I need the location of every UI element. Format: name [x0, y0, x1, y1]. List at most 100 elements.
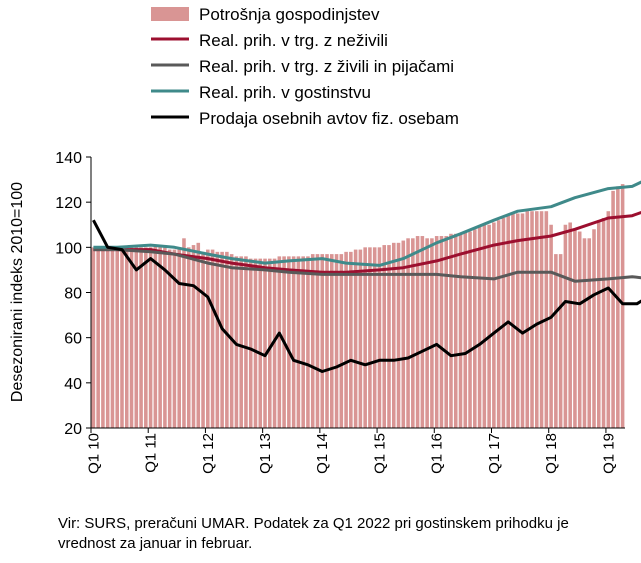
x-tick-label: Q1 17	[486, 433, 503, 474]
bar	[296, 256, 301, 428]
bar	[124, 247, 129, 428]
legend-label: Real. prih. v trg. z živili in pijačami	[199, 57, 454, 76]
bar	[492, 222, 496, 428]
bar	[196, 242, 201, 428]
bar	[444, 236, 448, 428]
bar	[306, 256, 310, 428]
bar	[120, 247, 124, 428]
legend: Potrošnja gospodinjstev Real. prih. v trg…	[151, 5, 459, 128]
bar	[320, 254, 325, 428]
legend-label: Prodaja osebnih avtov fiz. osebam	[199, 109, 459, 128]
series-line-3	[93, 180, 641, 267]
bar	[554, 254, 558, 428]
x-tick-label: Q1 11	[143, 433, 160, 473]
bar	[511, 213, 515, 428]
bar	[172, 249, 177, 428]
bar	[182, 238, 186, 428]
series-line-4	[92, 219, 641, 373]
bar	[372, 247, 377, 428]
x-tick-label: Q1 19	[600, 433, 617, 474]
bar	[105, 247, 110, 428]
bar	[401, 240, 406, 428]
bar	[592, 229, 596, 428]
bar	[115, 247, 120, 428]
bar	[496, 220, 501, 428]
bar	[329, 254, 334, 428]
bar	[568, 222, 572, 428]
bar	[191, 245, 196, 428]
bar	[148, 247, 153, 428]
bar	[363, 247, 367, 428]
series-line-2	[93, 248, 641, 283]
bar	[239, 256, 243, 428]
bar	[134, 247, 139, 428]
bar	[96, 247, 100, 428]
bar	[177, 247, 181, 428]
bar	[91, 247, 96, 428]
bar	[458, 233, 463, 428]
bar	[144, 247, 148, 428]
bar	[263, 258, 267, 429]
bar	[539, 211, 544, 428]
bar	[420, 236, 425, 428]
bar	[439, 236, 444, 428]
bars-household-consumption	[91, 184, 625, 429]
bar	[606, 211, 611, 428]
bar	[291, 256, 296, 428]
bar	[601, 217, 606, 428]
x-tick-label: Q1 10	[85, 433, 102, 474]
bar	[234, 256, 239, 428]
bar	[487, 224, 491, 428]
legend-swatch-bars	[151, 7, 189, 21]
bar	[382, 245, 387, 428]
bar	[287, 256, 291, 428]
bar	[301, 256, 305, 428]
bar	[535, 211, 539, 428]
bar	[353, 249, 358, 428]
y-tick-label: 120	[55, 195, 82, 212]
bar	[248, 258, 253, 429]
bar	[220, 251, 224, 428]
bar	[349, 251, 353, 428]
bar	[139, 247, 143, 428]
x-tick-label: Q1 18	[543, 433, 560, 474]
bar	[573, 229, 577, 428]
bar	[163, 247, 167, 428]
x-tick-label: Q1 16	[429, 433, 446, 474]
x-tick-label: Q1 12	[200, 433, 217, 474]
bar	[563, 224, 568, 428]
bar	[515, 213, 520, 428]
y-tick-label: 40	[64, 376, 82, 393]
bar	[549, 224, 553, 428]
bar	[225, 251, 229, 428]
y-tick-label: 20	[64, 421, 82, 438]
bar	[158, 245, 162, 428]
bar	[344, 251, 348, 428]
bar	[253, 258, 258, 429]
bar	[558, 254, 563, 428]
bar	[482, 224, 487, 428]
bar	[153, 245, 158, 428]
bar	[430, 238, 434, 428]
bar	[415, 236, 420, 428]
bar	[167, 249, 172, 428]
bar	[530, 211, 534, 428]
bar	[101, 247, 105, 428]
bar	[587, 238, 592, 428]
bar	[501, 217, 506, 428]
bar	[368, 247, 372, 428]
bar	[358, 249, 363, 428]
y-axis-label: Desezonirani indeks 2010=100	[9, 182, 26, 402]
axes: 20 40 60 80 100 120 140 Q1 10 Q1 11 Q1 12 Q1 13 Q1 …	[55, 150, 625, 474]
legend-label: Potrošnja gospodinjstev	[199, 5, 380, 24]
bar	[268, 258, 272, 429]
line-series	[92, 180, 641, 373]
bar	[258, 258, 263, 429]
bar	[577, 231, 582, 428]
series-line-1	[93, 210, 641, 274]
legend-label: Real. prih. v gostinstvu	[199, 83, 371, 102]
bar	[210, 249, 215, 428]
bar	[406, 238, 410, 428]
bar	[129, 247, 134, 428]
